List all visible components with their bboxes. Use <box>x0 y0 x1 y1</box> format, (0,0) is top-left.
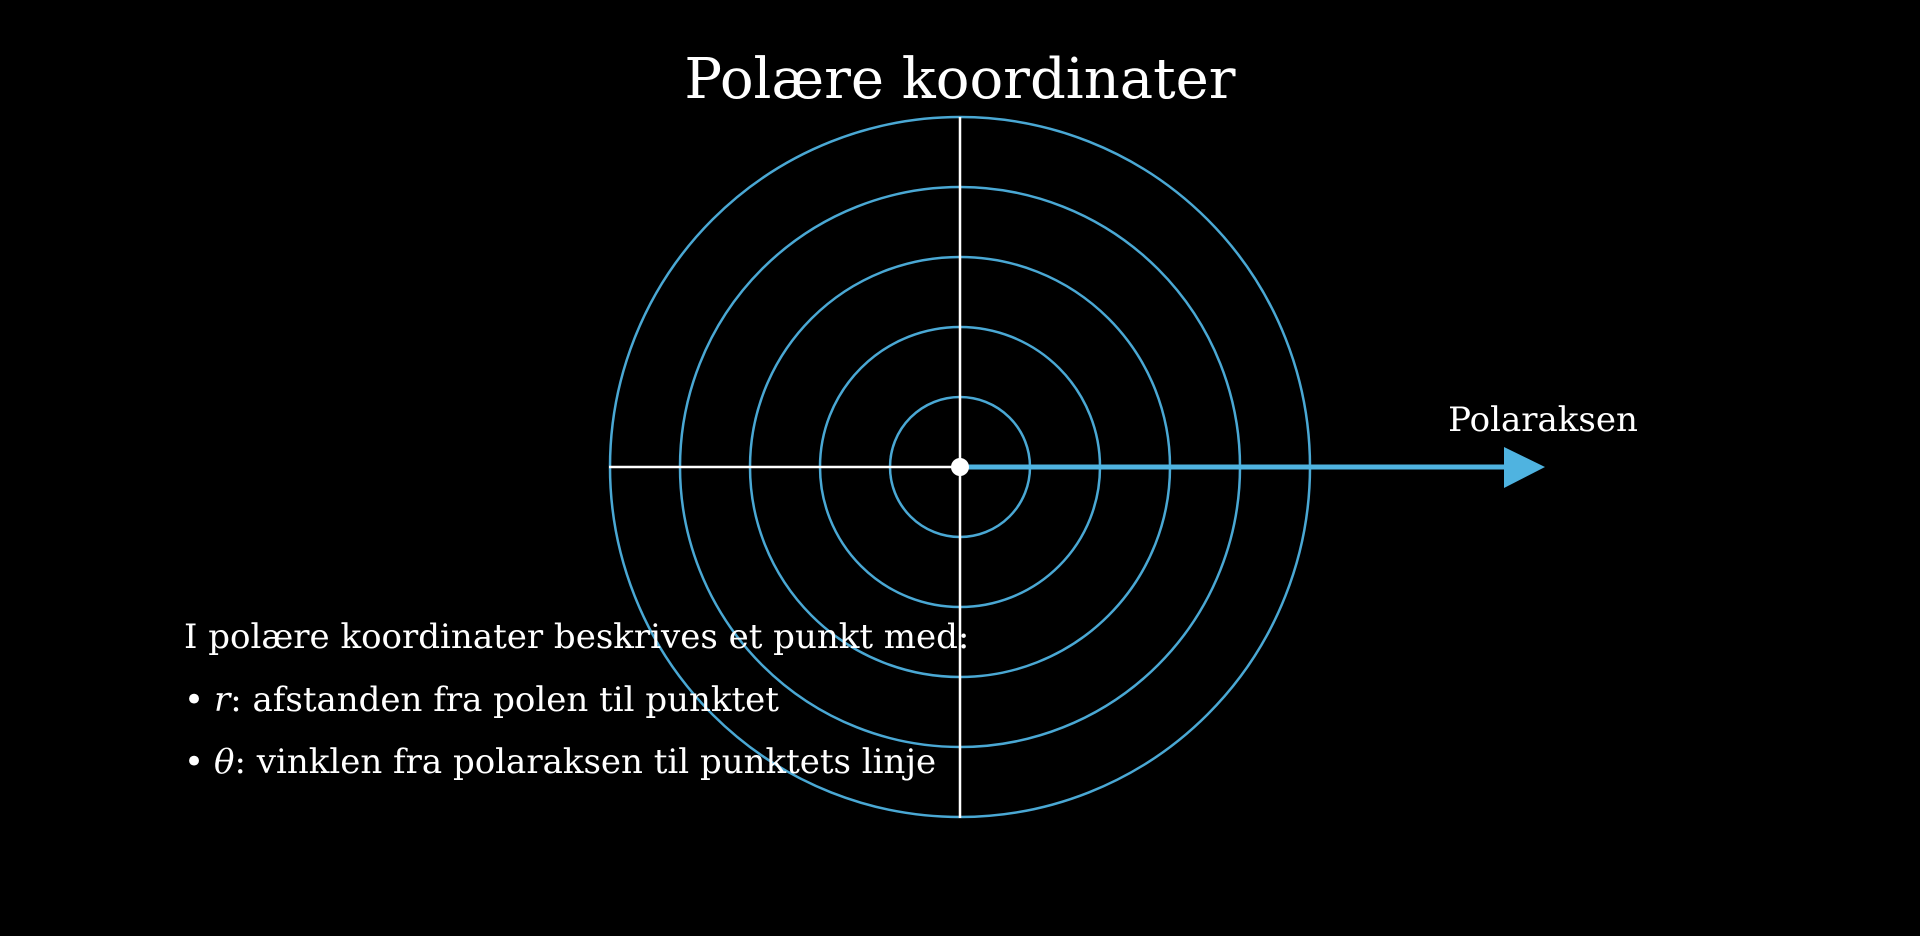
pole-point <box>951 458 969 476</box>
description-item-theta: • θ: vinklen fra polaraksen til punktets… <box>184 742 936 782</box>
description-item-r: • r: afstanden fra polen til punktet <box>184 680 779 720</box>
polar-axis-arrowhead <box>1504 447 1545 488</box>
page-title: Polære koordinater <box>684 47 1235 112</box>
bullet: • <box>184 742 204 782</box>
bullet: • <box>184 680 204 720</box>
svg-text:• r: afstanden fra polen: • r: afstanden fra polen til punktet <box>184 680 779 720</box>
symbol-theta: θ <box>214 742 234 782</box>
svg-text:• θ: vinklen fra polarak: • θ: vinklen fra polaraksen til punktets… <box>184 742 936 782</box>
item-text-r: : afstanden fra polen til punktet <box>230 680 779 720</box>
symbol-r: r <box>214 680 232 720</box>
polar-axis-label: Polaraksen <box>1448 400 1638 440</box>
item-text-theta: : vinklen fra polaraksen til punktets li… <box>234 742 936 782</box>
description-intro: I polære koordinater beskrives et punkt … <box>184 617 969 657</box>
